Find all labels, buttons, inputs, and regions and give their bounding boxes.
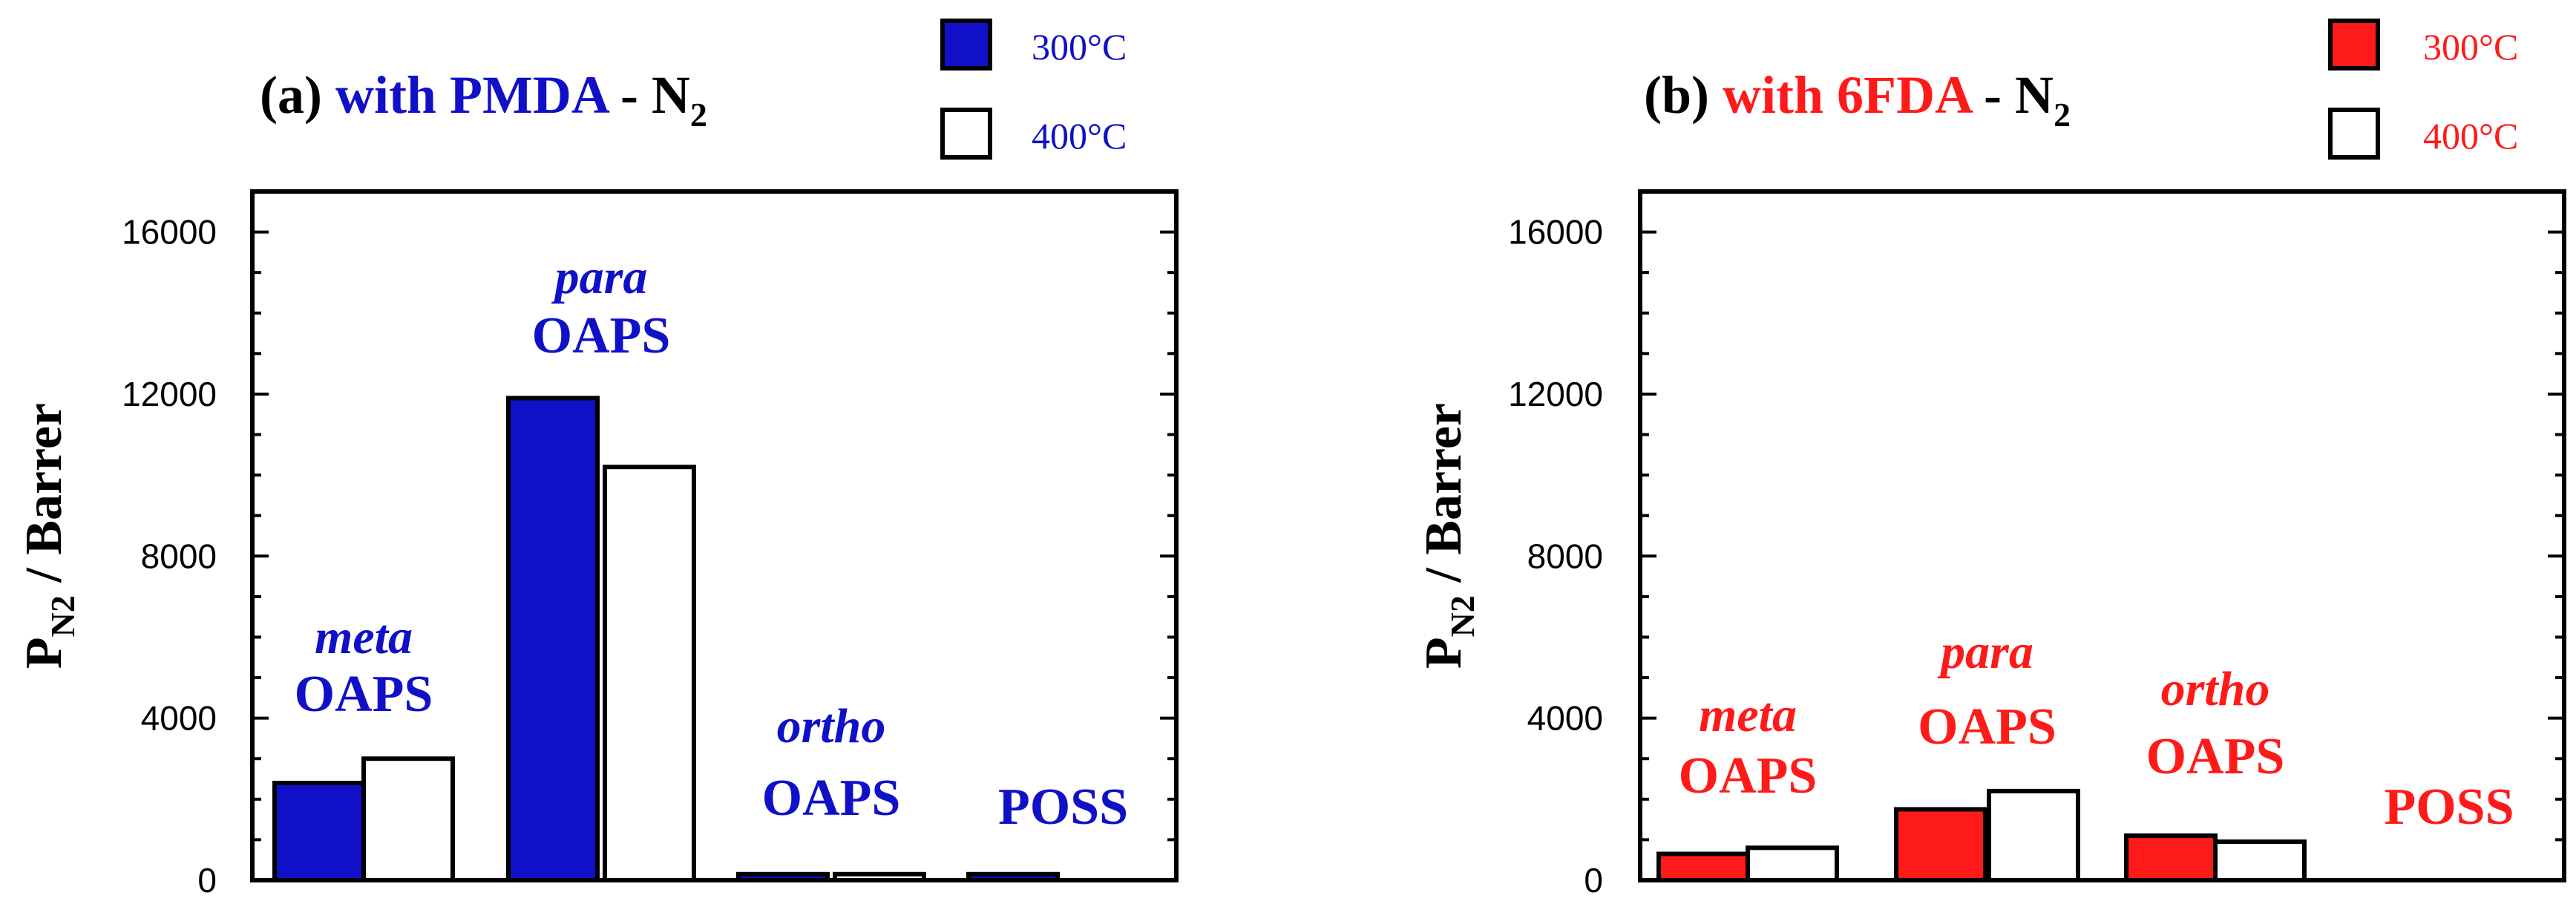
- bar-400c-2: [833, 871, 926, 883]
- bar-300c-0: [272, 780, 366, 883]
- category-name-label: OAPS: [2146, 728, 2285, 785]
- category-isomer-label: ortho: [2161, 662, 2270, 716]
- title-gas-subscript: 2: [2054, 96, 2071, 134]
- title-space: [1970, 65, 1984, 125]
- legend-swatch-300: [940, 19, 992, 71]
- y-tick-label: 16000: [122, 213, 217, 252]
- y-tick-label: 0: [197, 861, 217, 900]
- bar-400c-0: [361, 756, 455, 882]
- legend-label-400: 400°C: [1032, 115, 1127, 157]
- bars: [1656, 788, 2307, 883]
- panel-title: (a) with PMDA - N2: [260, 65, 707, 134]
- title-space: [607, 65, 620, 125]
- category-name-label: OAPS: [532, 307, 671, 364]
- panel-label: (b): [1644, 65, 1709, 125]
- y-axis-label-unit: / Barrer: [1415, 403, 1472, 595]
- legend-swatch-400: [940, 108, 992, 160]
- y-axis-label-unit: / Barrer: [16, 403, 73, 595]
- category-name-label: OAPS: [762, 770, 901, 827]
- legend-label-400: 400°C: [2423, 115, 2518, 157]
- y-tick-label: 16000: [1508, 213, 1603, 252]
- bars: [272, 396, 1060, 883]
- panel-title: (b) with 6FDA - N2: [1644, 65, 2071, 134]
- category-name-label: OAPS: [1679, 747, 1818, 805]
- y-tick-label: 4000: [1527, 699, 1603, 738]
- legend-label-300: 300°C: [1032, 26, 1127, 68]
- legend: 300°C 400°C: [940, 19, 1127, 160]
- bar-400c-1: [603, 465, 696, 882]
- legend: 300°C 400°C: [2328, 19, 2518, 160]
- y-axis-label: PN2 / Barrer: [1415, 403, 1481, 669]
- title-dash: -: [620, 65, 638, 125]
- category-name-label: OAPS: [1918, 698, 2056, 756]
- bar-300c-2: [736, 871, 830, 883]
- legend-swatch-300: [2328, 19, 2380, 71]
- bar-400c-0: [1746, 845, 1839, 883]
- y-ticks: 0 4000 8000 12000 16000: [1508, 190, 2564, 900]
- y-tick-label: 8000: [141, 537, 217, 575]
- bar-300c-1: [1894, 807, 1987, 882]
- bar-300c-0: [1656, 851, 1750, 883]
- title-reagent: with 6FDA: [1723, 65, 1973, 125]
- bar-400c-1: [1987, 788, 2080, 882]
- legend-label-300: 300°C: [2423, 26, 2518, 68]
- title-space: [1709, 65, 1723, 125]
- title-gas-subscript: 2: [690, 96, 707, 134]
- title-gas: N: [652, 65, 690, 125]
- plot-frame: [250, 189, 1179, 882]
- y-axis-label-subscript: N2: [44, 595, 82, 637]
- category-name-label: OAPS: [295, 666, 433, 723]
- y-tick-label: 12000: [122, 375, 217, 413]
- category-isomer-label: para: [551, 250, 648, 304]
- y-axis-label-symbol: P: [16, 637, 73, 669]
- category-name-label: POSS: [998, 779, 1128, 836]
- category-isomer-label: para: [1937, 625, 2033, 679]
- y-axis-label-subscript: N2: [1443, 595, 1481, 637]
- y-ticks: 0 4000 8000 12000 16000: [122, 190, 1176, 900]
- y-tick-label: 8000: [1527, 537, 1603, 575]
- y-tick-label: 4000: [141, 699, 217, 738]
- bar-300c-3: [966, 871, 1060, 883]
- legend-swatch-400: [2328, 108, 2380, 160]
- title-dash: -: [1984, 65, 2002, 125]
- category-isomer-label: meta: [1699, 688, 1797, 742]
- title-space: [322, 65, 335, 125]
- y-tick-label: 12000: [1508, 375, 1603, 413]
- title-reagent: with PMDA: [335, 65, 610, 125]
- bar-300c-2: [2124, 833, 2218, 882]
- title-space: [638, 65, 652, 125]
- panel-label: (a): [260, 65, 322, 125]
- category-isomer-label: meta: [315, 610, 413, 664]
- y-tick-label: 0: [1584, 861, 1603, 900]
- y-axis-label-symbol: P: [1415, 637, 1472, 669]
- category-isomer-label: ortho: [777, 699, 886, 753]
- bar-400c-2: [2213, 839, 2307, 883]
- bar-300c-1: [506, 396, 600, 882]
- y-axis-label: PN2 / Barrer: [16, 403, 82, 669]
- category-name-label: POSS: [2384, 779, 2514, 836]
- title-space: [2002, 65, 2015, 125]
- plot-frame: [1638, 189, 2566, 882]
- title-gas: N: [2015, 65, 2054, 125]
